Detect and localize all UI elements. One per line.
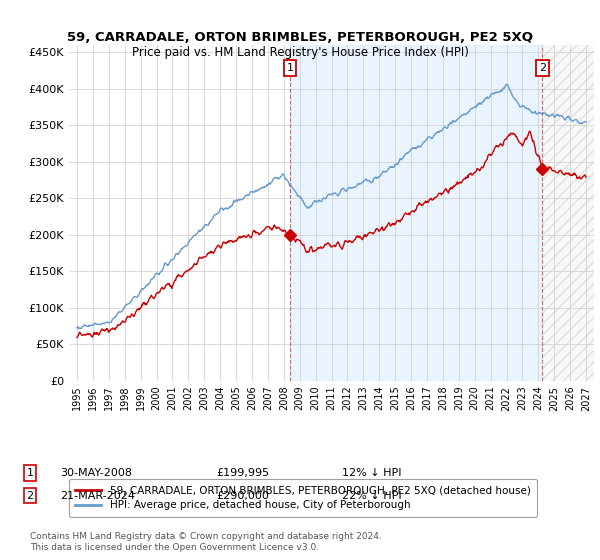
Text: 1: 1 bbox=[287, 63, 293, 73]
Text: £290,000: £290,000 bbox=[216, 491, 269, 501]
Bar bbox=[290, 45, 542, 381]
Bar bbox=[542, 45, 594, 381]
Text: 2: 2 bbox=[26, 491, 34, 501]
Text: 59, CARRADALE, ORTON BRIMBLES, PETERBOROUGH, PE2 5XQ: 59, CARRADALE, ORTON BRIMBLES, PETERBORO… bbox=[67, 31, 533, 44]
Text: 12% ↓ HPI: 12% ↓ HPI bbox=[342, 468, 401, 478]
Text: 21-MAR-2024: 21-MAR-2024 bbox=[60, 491, 135, 501]
Text: £199,995: £199,995 bbox=[216, 468, 269, 478]
Bar bbox=[542, 45, 594, 381]
Text: 2: 2 bbox=[539, 63, 546, 73]
Bar bbox=[542, 45, 594, 381]
Text: 30-MAY-2008: 30-MAY-2008 bbox=[60, 468, 132, 478]
Legend: 59, CARRADALE, ORTON BRIMBLES, PETERBOROUGH, PE2 5XQ (detached house), HPI: Aver: 59, CARRADALE, ORTON BRIMBLES, PETERBORO… bbox=[69, 479, 537, 517]
Text: 1: 1 bbox=[26, 468, 34, 478]
Text: Contains HM Land Registry data © Crown copyright and database right 2024.
This d: Contains HM Land Registry data © Crown c… bbox=[30, 532, 382, 552]
Text: Price paid vs. HM Land Registry's House Price Index (HPI): Price paid vs. HM Land Registry's House … bbox=[131, 46, 469, 59]
Text: 22% ↓ HPI: 22% ↓ HPI bbox=[342, 491, 401, 501]
